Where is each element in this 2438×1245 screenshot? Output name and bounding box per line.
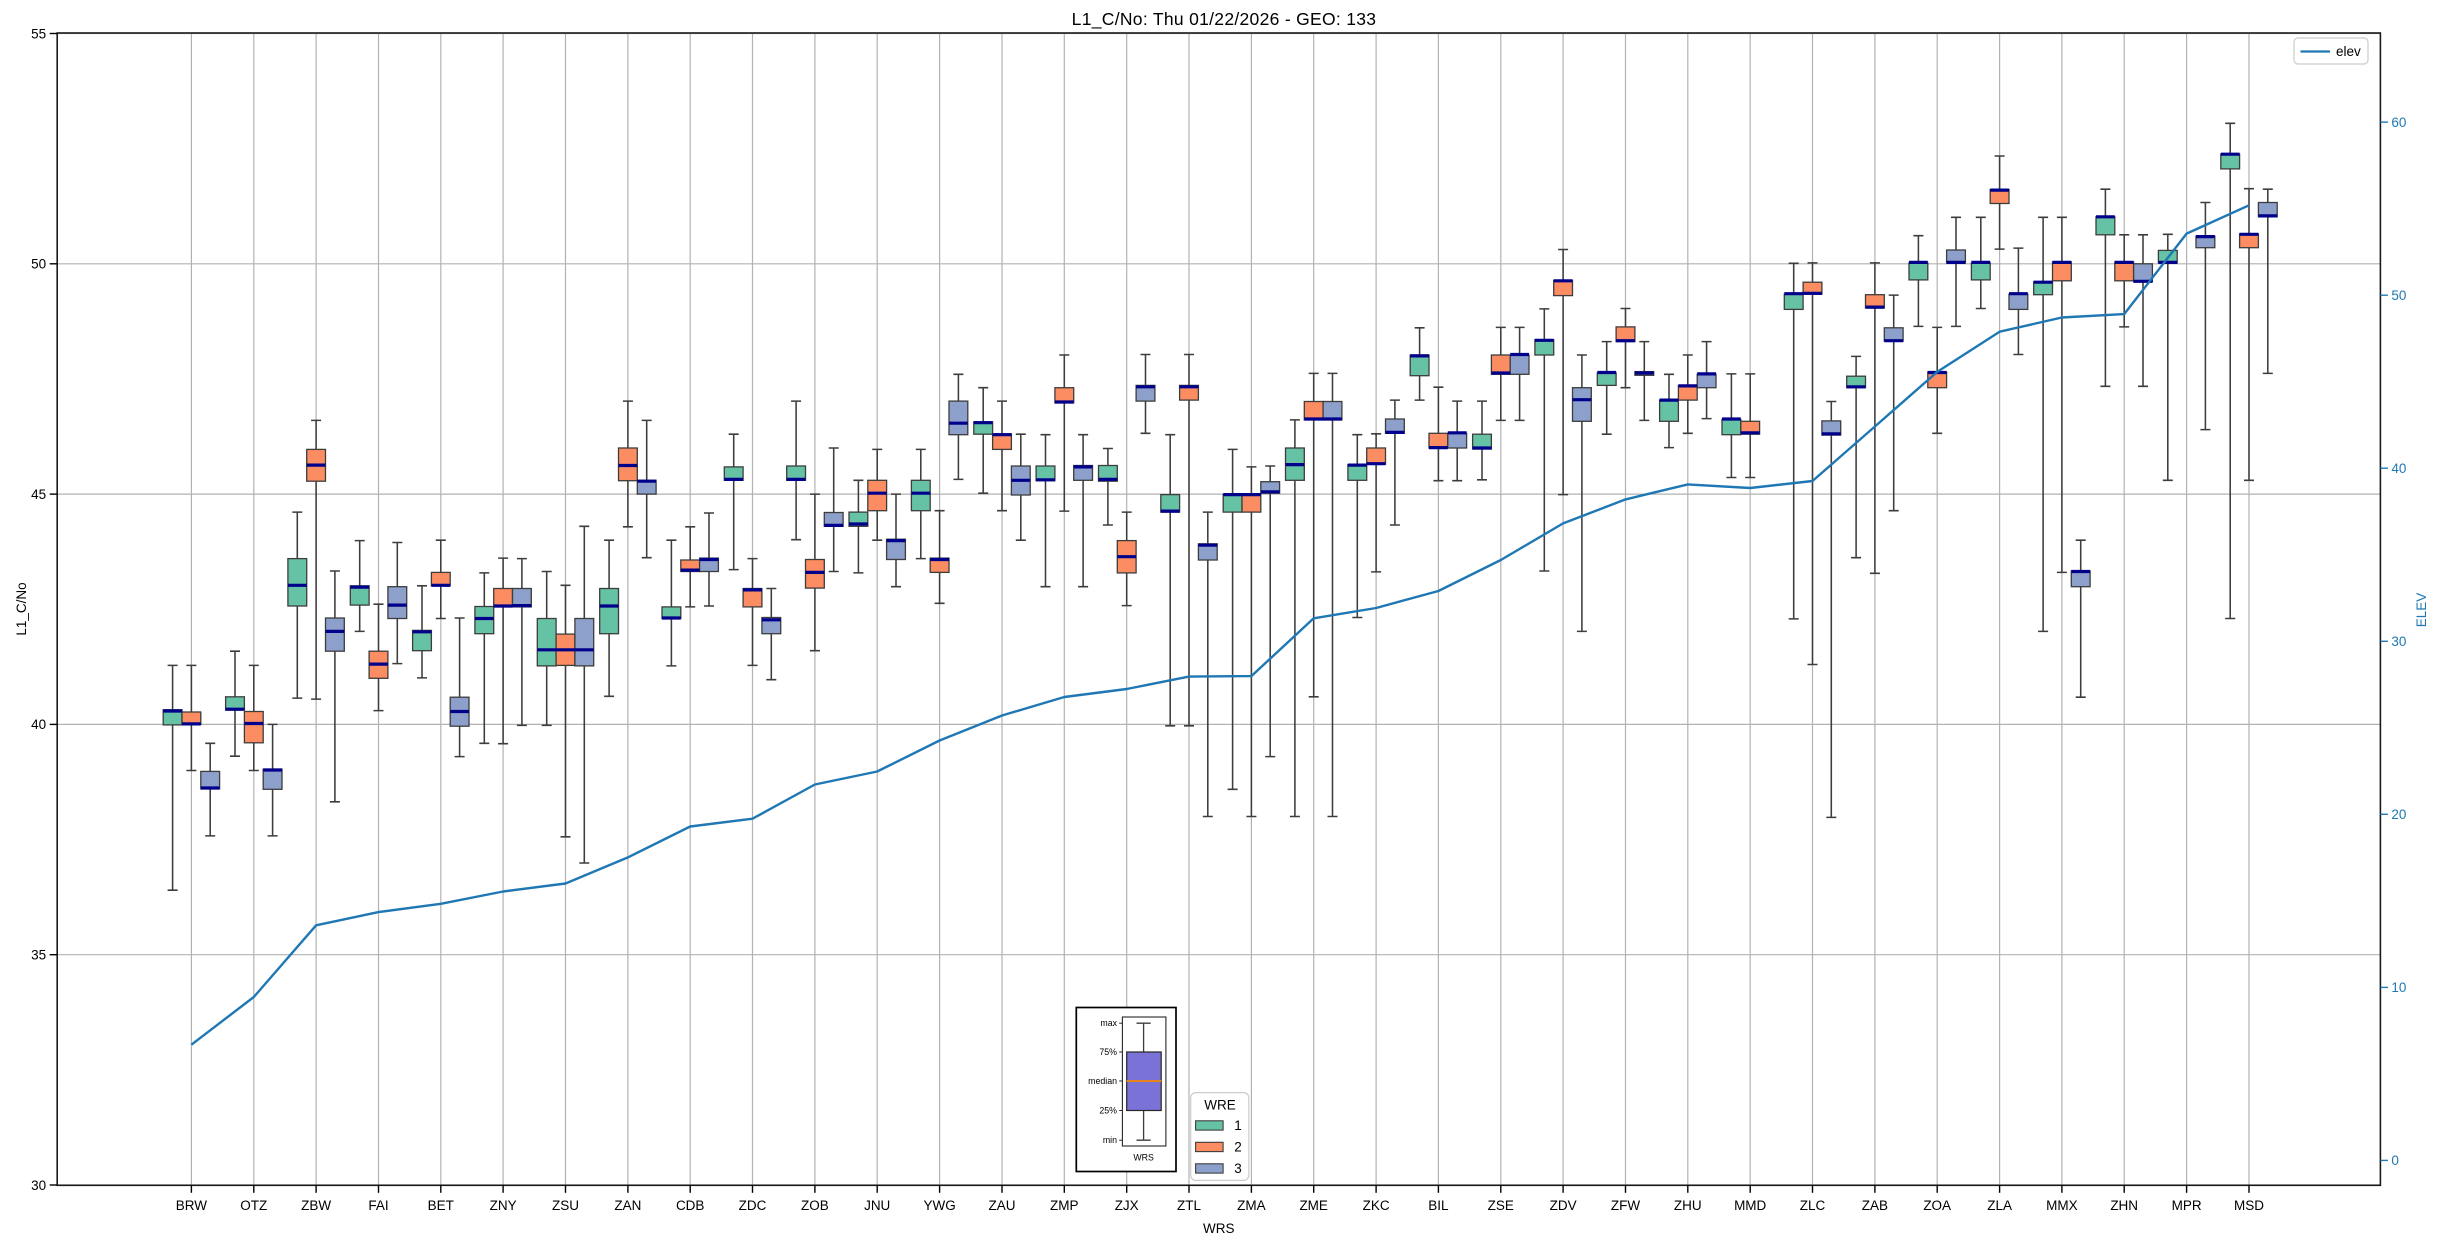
svg-text:L1_C/No: L1_C/No [14,582,29,635]
svg-text:55: 55 [31,26,46,41]
svg-text:OTZ: OTZ [240,1198,267,1213]
svg-text:0: 0 [2391,1153,2399,1168]
svg-text:ZFW: ZFW [1611,1198,1640,1213]
svg-text:75%: 75% [1099,1047,1117,1057]
svg-text:45: 45 [31,487,46,502]
svg-text:max: max [1100,1018,1117,1028]
svg-text:2: 2 [1234,1140,1242,1155]
svg-text:ZME: ZME [1299,1198,1328,1213]
svg-text:min: min [1103,1135,1117,1145]
svg-text:60: 60 [2391,115,2406,130]
svg-text:YWG: YWG [923,1198,955,1213]
svg-text:ZAU: ZAU [989,1198,1016,1213]
svg-text:1: 1 [1234,1118,1242,1133]
svg-text:3: 3 [1234,1161,1242,1176]
svg-text:WRS: WRS [1133,1153,1154,1163]
svg-text:BRW: BRW [176,1198,208,1213]
svg-text:ZNY: ZNY [490,1198,517,1213]
svg-text:ZOB: ZOB [801,1198,829,1213]
svg-text:MMD: MMD [1734,1198,1766,1213]
svg-text:50: 50 [2391,288,2406,303]
svg-text:MPR: MPR [2172,1198,2202,1213]
svg-text:35: 35 [31,948,46,963]
svg-text:30: 30 [31,1178,46,1193]
svg-text:WRE: WRE [1204,1098,1236,1113]
svg-text:MSD: MSD [2234,1198,2264,1213]
svg-text:ZBW: ZBW [301,1198,331,1213]
svg-text:BIL: BIL [1428,1198,1449,1213]
svg-text:50: 50 [31,257,46,272]
svg-text:CDB: CDB [676,1198,705,1213]
svg-text:ZKC: ZKC [1363,1198,1390,1213]
svg-text:ZSE: ZSE [1488,1198,1514,1213]
svg-text:L1_C/No: Thu 01/22/2026 - GEO:: L1_C/No: Thu 01/22/2026 - GEO: 133 [1072,9,1377,30]
svg-text:FAI: FAI [368,1198,388,1213]
svg-text:ZLC: ZLC [1800,1198,1826,1213]
svg-text:ZDC: ZDC [739,1198,767,1213]
svg-text:10: 10 [2391,980,2406,995]
svg-text:ZMP: ZMP [1050,1198,1079,1213]
svg-text:elev: elev [2336,44,2361,59]
svg-text:ELEV: ELEV [2414,593,2429,628]
svg-text:30: 30 [2391,634,2406,649]
svg-text:20: 20 [2391,807,2406,822]
svg-text:BET: BET [428,1198,454,1213]
svg-text:JNU: JNU [864,1198,890,1213]
svg-text:25%: 25% [1099,1106,1117,1116]
svg-text:40: 40 [31,717,46,732]
svg-text:ZHN: ZHN [2110,1198,2138,1213]
svg-text:ZLA: ZLA [1987,1198,2012,1213]
svg-text:ZTL: ZTL [1177,1198,1201,1213]
svg-text:ZAB: ZAB [1862,1198,1888,1213]
svg-text:WRS: WRS [1203,1221,1235,1236]
svg-text:40: 40 [2391,461,2406,476]
svg-text:median: median [1088,1076,1117,1086]
svg-text:ZHU: ZHU [1674,1198,1702,1213]
svg-text:ZSU: ZSU [552,1198,579,1213]
svg-text:ZJX: ZJX [1115,1198,1139,1213]
svg-text:ZMA: ZMA [1237,1198,1266,1213]
svg-text:MMX: MMX [2046,1198,2078,1213]
svg-text:ZAN: ZAN [614,1198,641,1213]
svg-text:ZDV: ZDV [1550,1198,1577,1213]
svg-text:ZOA: ZOA [1923,1198,1951,1213]
